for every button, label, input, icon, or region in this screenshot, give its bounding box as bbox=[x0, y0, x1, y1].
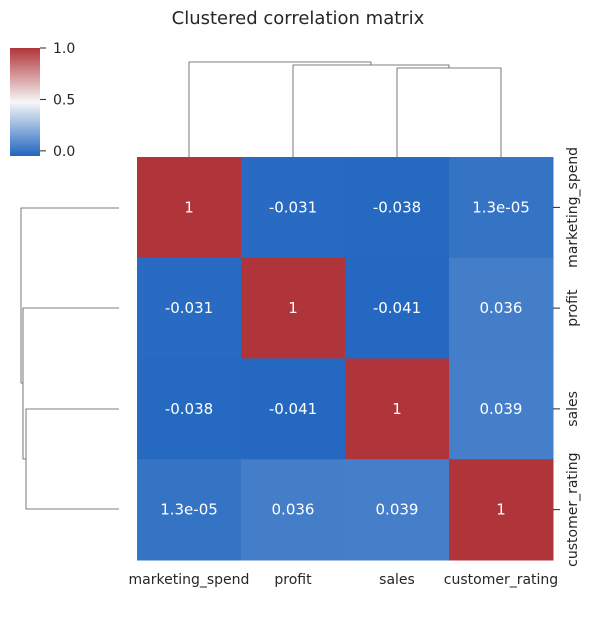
row-tick-label: profit bbox=[565, 289, 581, 327]
cell-value-label: -0.031 bbox=[165, 299, 213, 317]
heatmap-cell bbox=[241, 358, 346, 460]
heatmap-cell bbox=[345, 459, 450, 561]
column-tick-label: customer_rating bbox=[444, 572, 558, 588]
heatmap-cell bbox=[345, 358, 450, 460]
heatmap-cell bbox=[241, 459, 346, 561]
cell-value-label: -0.038 bbox=[165, 400, 213, 418]
colorbar-tick-label: 0.5 bbox=[53, 92, 75, 108]
row-dendrogram bbox=[20, 207, 119, 510]
heatmap-cell bbox=[241, 257, 346, 359]
cell-value-label: 1 bbox=[392, 400, 402, 418]
heatmap-cell bbox=[137, 257, 242, 359]
row-tick-label: customer_rating bbox=[565, 452, 581, 566]
cell-value-label: 0.039 bbox=[480, 400, 523, 418]
row-tick-label: marketing_spend bbox=[565, 147, 581, 268]
colorbar-tick-label: 0.0 bbox=[53, 144, 75, 160]
column-dendrogram bbox=[188, 61, 502, 157]
cell-value-label: 1.3e-05 bbox=[472, 198, 530, 216]
cell-value-label: -0.031 bbox=[269, 198, 317, 216]
cell-value-label: -0.041 bbox=[373, 299, 421, 317]
heatmap-cell bbox=[345, 257, 450, 359]
column-tick-label: profit bbox=[274, 572, 312, 588]
cell-value-label: 1.3e-05 bbox=[160, 501, 218, 519]
cell-value-label: 0.036 bbox=[272, 501, 315, 519]
heatmap-cell bbox=[137, 157, 242, 259]
colorbar-tick-label: 1.0 bbox=[53, 41, 75, 57]
cell-value-label: -0.041 bbox=[269, 400, 317, 418]
colorbar-gradient bbox=[10, 48, 40, 156]
column-tick-label: sales bbox=[379, 572, 415, 588]
column-tick-labels: marketing_spend profit sales customer_ratin… bbox=[129, 572, 559, 588]
heatmap-cell bbox=[241, 157, 346, 259]
heatmap-grid: 1 -0.031 -0.038 1.3e-05 -0.031 1 -0.041 0.036 -0… bbox=[137, 157, 554, 561]
heatmap-cell bbox=[137, 358, 242, 460]
heatmap-cell bbox=[449, 257, 554, 359]
cell-value-label: 1 bbox=[184, 198, 194, 216]
cell-value-label: 0.039 bbox=[376, 501, 419, 519]
cell-value-label: -0.038 bbox=[373, 198, 421, 216]
heatmap-cell bbox=[449, 459, 554, 561]
chart-title: Clustered correlation matrix bbox=[172, 8, 425, 29]
cell-value-label: 1 bbox=[496, 501, 506, 519]
heatmap-cell bbox=[345, 157, 450, 259]
cell-value-label: 0.036 bbox=[480, 299, 523, 317]
row-tick-label: sales bbox=[565, 391, 581, 427]
heatmap-cell bbox=[449, 358, 554, 460]
heatmap-cell bbox=[137, 459, 242, 561]
cell-value-label: 1 bbox=[288, 299, 298, 317]
colorbar: 0.0 0.5 1.0 bbox=[10, 41, 75, 160]
heatmap-cell bbox=[449, 157, 554, 259]
column-tick-label: marketing_spend bbox=[129, 572, 250, 588]
